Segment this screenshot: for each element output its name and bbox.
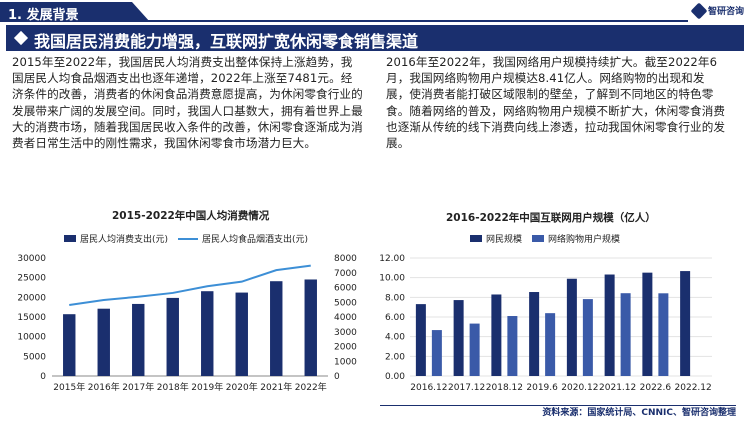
chart2-y-tick: 10.00 <box>380 274 405 284</box>
chart2-bar-0 <box>604 274 615 376</box>
chart1-bar <box>201 291 214 376</box>
chart2-legend: 网民规模 网络购物用户规模 <box>470 232 620 245</box>
chart2-bar-1 <box>582 299 593 376</box>
headline-banner: 我国居民消费能力增强，互联网扩宽休闲零食销售渠道 <box>6 25 744 51</box>
chart1-yright-tick: 5000 <box>334 298 357 308</box>
chart2-x-tick: 2018.12 <box>486 383 523 393</box>
chart1-x-tick: 2017年 <box>122 381 154 393</box>
chart2-bar-1 <box>658 293 669 376</box>
section-tag: 1. 发展背景 <box>0 2 150 22</box>
chart1-yright-tick: 3000 <box>334 328 357 338</box>
chart1-svg: 0 5000 10000 15000 20000 25000 30000 0 1000 2000 3… <box>17 254 357 393</box>
chart1-yleft-tick: 10000 <box>17 333 46 343</box>
chart1-legend-item-bar: 居民人均消费支出(元) <box>64 232 168 245</box>
chart2-bar-1 <box>469 323 480 376</box>
chart1-legend-label-line: 居民人均食品烟酒支出(元) <box>202 235 309 245</box>
chart1-bar <box>166 297 179 376</box>
right-paragraph: 2016年至2022年，我国网络用户规模持续扩大。截至2022年6月，我国网络购… <box>386 55 726 151</box>
chart1-bar <box>97 308 110 376</box>
chart1-x-tick: 2015年 <box>53 381 85 393</box>
chart1-bar <box>63 314 76 376</box>
bottom-divider <box>380 405 736 406</box>
headline-title: 我国居民消费能力增强，互联网扩宽休闲零食销售渠道 <box>34 32 419 51</box>
chart1-legend: 居民人均消费支出(元) 居民人均食品烟酒支出(元) <box>64 232 308 245</box>
chart1-line-series <box>69 264 311 306</box>
chart1-yleft-tick: 0 <box>40 372 46 382</box>
chart2-bar-0 <box>642 272 653 376</box>
chart1-bar <box>235 292 248 376</box>
chart1-yright-tick: 0 <box>334 372 340 382</box>
chart1-x-tick: 2018年 <box>157 381 189 393</box>
chart1-x-tick: 2022年 <box>295 381 327 393</box>
chart1-legend-swatch-line <box>178 237 199 240</box>
diamond-icon <box>13 30 29 46</box>
chart2-x-tick: 2020.12 <box>561 383 598 393</box>
chart2-bar-0 <box>566 278 577 376</box>
chart2-y-tick: 4.00 <box>385 333 405 343</box>
chart2-legend-swatch-1 <box>532 235 545 242</box>
chart2-legend-label-0: 网民规模 <box>486 235 523 245</box>
chart2-bar-0 <box>680 271 691 376</box>
chart2-bar-1 <box>507 316 518 376</box>
chart2-x-tick: 2019.6 <box>526 383 558 393</box>
chart2-y-tick: 0.00 <box>385 372 405 382</box>
chart2-x-tick: 2016.12 <box>410 383 447 393</box>
chart1-legend-item-line: 居民人均食品烟酒支出(元) <box>178 232 308 245</box>
chart1-yright-tick: 1000 <box>334 357 357 367</box>
chart1-x-tick: 2021年 <box>260 381 292 393</box>
chart1-title: 2015-2022年中国人均消费情况 <box>112 210 270 222</box>
chart1-x-tick: 2016年 <box>88 381 120 393</box>
left-paragraph: 2015年至2022年，我国居民人均消费支出整体保持上涨趋势，我国居民人均食品烟… <box>12 55 363 151</box>
chart2-title: 2016-2022年中国互联网用户规模（亿人） <box>446 212 656 224</box>
chart1-yleft-tick: 30000 <box>17 254 46 264</box>
chart1-yleft-tick: 25000 <box>17 274 46 284</box>
chart1-yright-tick: 6000 <box>334 284 357 294</box>
chart2-x-tick: 2017.12 <box>448 383 485 393</box>
top-divider <box>140 20 688 22</box>
chart2-y-tick: 6.00 <box>385 313 405 323</box>
chart2-legend-item-1: 网络购物用户规模 <box>532 232 620 245</box>
chart2-y-tick: 2.00 <box>385 352 405 362</box>
chart1-x-tick: 2019年 <box>191 381 223 393</box>
top-bar: 1. 发展背景 智研咨询 <box>0 0 750 22</box>
chart1-yleft-tick: 20000 <box>17 293 46 303</box>
chart2-y-tick: 8.00 <box>385 293 405 303</box>
chart2-x-tick: 2021.12 <box>599 383 636 393</box>
chart1-yleft-tick: 5000 <box>23 352 46 362</box>
chart2-bar-0 <box>453 300 464 376</box>
chart2-bar-0 <box>415 304 426 376</box>
chart2-x-tick: 2022.12 <box>675 383 712 393</box>
chart1-x-tick: 2020年 <box>226 381 258 393</box>
chart1-bar <box>132 303 145 376</box>
chart1-yright-tick: 4000 <box>334 313 357 323</box>
chart2-bar-1 <box>620 293 631 376</box>
chart2-x-tick: 2022.6 <box>640 383 672 393</box>
chart2-y-tick: 12.00 <box>380 254 405 264</box>
chart1-yright-tick: 2000 <box>334 343 357 353</box>
chart1-yright-tick: 7000 <box>334 269 357 279</box>
chart1-yleft-tick: 15000 <box>17 313 46 323</box>
chart1-bar <box>270 281 283 376</box>
chart2-bar-1 <box>545 313 556 376</box>
chart2-bar-1 <box>431 330 442 376</box>
chart2-bar-0 <box>529 292 540 376</box>
logo-icon <box>690 2 708 19</box>
chart1-yright-tick: 8000 <box>334 254 357 264</box>
chart1-legend-swatch-bar <box>64 235 76 242</box>
section-label: 1. 发展背景 <box>8 8 79 23</box>
brand-logo: 智研咨询 <box>690 2 744 19</box>
chart2-bar-0 <box>491 294 502 376</box>
chart1-legend-label-bar: 居民人均消费支出(元) <box>80 235 169 245</box>
chart2-legend-label-1: 网络购物用户规模 <box>548 235 621 245</box>
chart2-legend-swatch-0 <box>470 235 482 242</box>
logo-text: 智研咨询 <box>707 7 744 17</box>
chart2-legend-item-0: 网民规模 <box>470 232 522 245</box>
chart1-bar <box>304 279 317 376</box>
source-note: 资料来源：国家统计局、CNNIC、智研咨询整理 <box>542 408 736 418</box>
